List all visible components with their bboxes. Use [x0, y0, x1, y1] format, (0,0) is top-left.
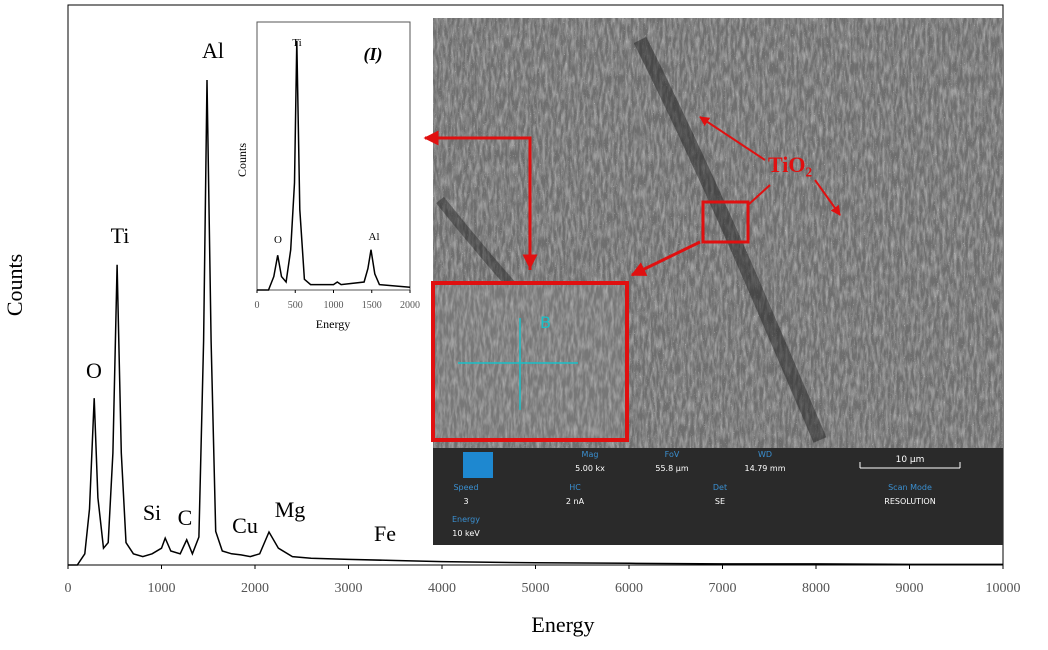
- peak-label: O: [86, 358, 102, 383]
- field-label: Mag: [582, 450, 599, 459]
- zoom-texture: [435, 285, 625, 438]
- page: 0100020003000400050006000700080009000100…: [0, 0, 1048, 650]
- tio2-label: TiO₂: [768, 152, 813, 177]
- sem-marker: B: [540, 313, 551, 332]
- peak-label: Ti: [111, 223, 130, 248]
- x-tick-label: 3000: [335, 581, 363, 596]
- field-value: 5.00 kx: [575, 464, 605, 473]
- field-label: HC: [569, 483, 581, 492]
- peak-label: Mg: [275, 497, 306, 522]
- field-label: Scan Mode: [888, 483, 932, 492]
- x-tick-label: 0: [255, 300, 260, 311]
- x-tick-label: 0: [65, 581, 72, 596]
- x-tick-label: 2000: [241, 581, 269, 596]
- x-tick-label: 8000: [802, 581, 830, 596]
- field-label: WD: [758, 450, 772, 459]
- peak-label: O: [274, 234, 282, 246]
- field-value: 10 keV: [452, 529, 480, 538]
- field-label: Energy: [452, 515, 480, 524]
- x-tick-label: 6000: [615, 581, 643, 596]
- x-tick-label: 2000: [400, 300, 420, 311]
- x-tick-label: 5000: [522, 581, 550, 596]
- field-value: 2 nA: [566, 497, 585, 506]
- peak-label: Cu: [232, 513, 258, 538]
- field-value: 55.8 µm: [655, 464, 688, 473]
- peak-label: Ti: [292, 37, 301, 49]
- inset-title: (I): [364, 44, 383, 65]
- logo: [463, 452, 493, 478]
- x-tick-label: 1500: [362, 300, 382, 311]
- x-tick-label: 10000: [986, 581, 1021, 596]
- peak-label: Fe: [374, 521, 396, 546]
- field-value: 14.79 mm: [744, 464, 785, 473]
- chart: 0100020003000400050006000700080009000100…: [0, 0, 1048, 650]
- x-tick-label: 1000: [148, 581, 176, 596]
- peak-label: C: [178, 505, 193, 530]
- x-tick-label: 9000: [896, 581, 924, 596]
- field-value: RESOLUTION: [884, 497, 935, 506]
- y-axis-label: Counts: [235, 143, 249, 177]
- peak-label: Al: [369, 231, 380, 243]
- field-label: Speed: [453, 483, 478, 492]
- x-tick-label: 4000: [428, 581, 456, 596]
- field-label: FoV: [665, 450, 680, 459]
- y-axis-label: Counts: [2, 254, 27, 316]
- scale-bar-label: 10 µm: [896, 455, 925, 465]
- x-tick-label: 1000: [324, 300, 344, 311]
- peak-label: Al: [202, 38, 224, 63]
- field-value: 3: [463, 497, 468, 506]
- peak-label: Si: [143, 500, 161, 525]
- inset-frame: [257, 22, 410, 290]
- x-tick-label: 7000: [709, 581, 737, 596]
- field-label: Det: [713, 483, 727, 492]
- field-value: SE: [715, 497, 725, 506]
- x-axis-label: Energy: [531, 612, 594, 637]
- x-tick-label: 500: [288, 300, 303, 311]
- x-axis-label: Energy: [316, 317, 350, 331]
